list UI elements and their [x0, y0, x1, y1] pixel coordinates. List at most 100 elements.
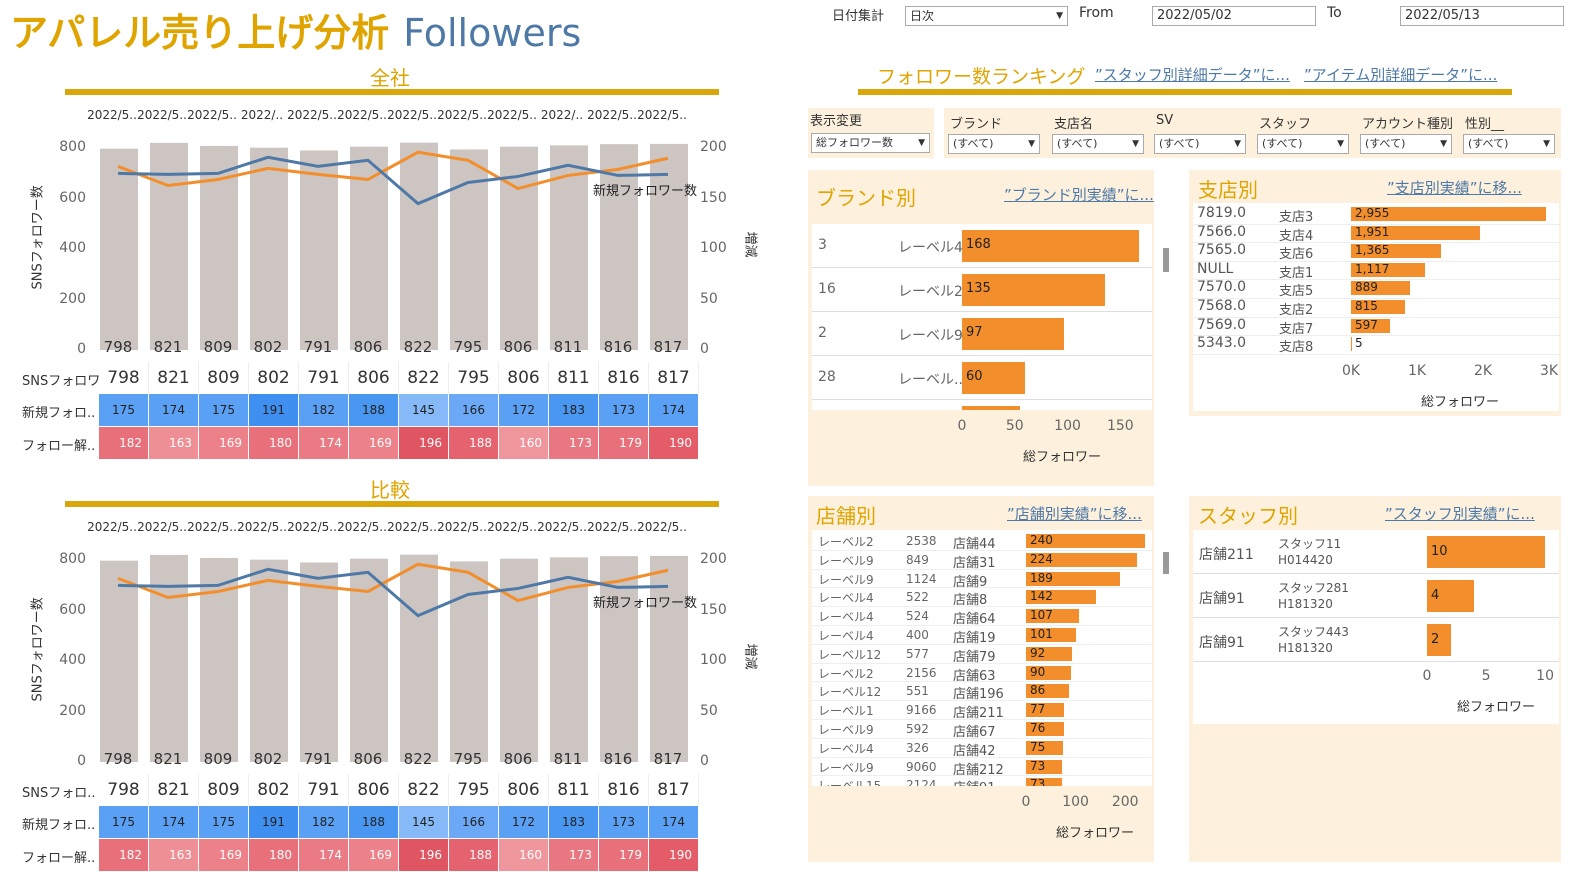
category-label: 2022/5.. [337, 108, 387, 122]
store-bar[interactable] [1026, 740, 1064, 755]
row-divider [1193, 573, 1559, 574]
store-bar[interactable] [1026, 665, 1071, 680]
new-follower-line[interactable] [117, 155, 669, 206]
from-date-input[interactable]: 2022/05/02 [1152, 6, 1316, 26]
follower-cell: 798 [99, 362, 149, 394]
store-brand: レーベル12 [818, 647, 882, 662]
row-divider [812, 719, 1152, 720]
branch-bar[interactable] [1351, 207, 1547, 221]
staff-detail-link[interactable]: ”スタッフ別詳細データ”に... [1095, 66, 1290, 84]
follower-bar[interactable] [650, 555, 688, 762]
row-divider [1193, 661, 1559, 662]
new-follower-cell: 174 [649, 394, 699, 426]
follower-bar[interactable] [400, 554, 438, 762]
brand-bar[interactable] [962, 318, 1065, 350]
follower-bar[interactable] [600, 144, 638, 350]
store-bar[interactable] [1026, 684, 1069, 699]
branch-bar[interactable] [1351, 337, 1352, 352]
branch-bar[interactable] [1351, 244, 1442, 259]
dropdown-arrow-icon: ▼ [1234, 139, 1241, 149]
brand-x-axis: 0 50 100 150 総フォロワー [808, 410, 1154, 486]
subtitle-text: Followers [403, 11, 582, 55]
filter-select[interactable]: (すべて) ▼ [948, 134, 1040, 154]
branch-panel: 支店別 ”支店別実績”に移... 7819.0 支店3 2,955 7566.0 支店4… [1189, 170, 1561, 416]
follower-bar[interactable] [300, 562, 338, 762]
row-divider [812, 681, 1152, 683]
follower-bar[interactable] [400, 142, 438, 350]
display-toggle-select[interactable]: 総フォロワー数 ▼ [811, 133, 930, 153]
bar-value-label: 806 [503, 750, 533, 768]
follower-bar[interactable] [650, 143, 688, 350]
follower-bar[interactable] [600, 556, 638, 762]
display-toggle-panel: 表示変更 総フォロワー数 ▼ [808, 108, 934, 158]
staff-link[interactable]: ”スタッフ別実績”に... [1385, 505, 1535, 523]
row-divider [812, 775, 1152, 777]
filter-select[interactable]: (すべて) ▼ [1463, 134, 1555, 154]
staff-bar[interactable] [1427, 536, 1546, 568]
new-follower-line[interactable] [117, 567, 669, 618]
filter-select[interactable]: (すべて) ▼ [1257, 134, 1349, 154]
branch-bar[interactable] [1351, 318, 1391, 333]
follower-bar[interactable] [250, 147, 288, 350]
store-bar[interactable] [1026, 534, 1146, 548]
filter-label: SV [1156, 113, 1174, 128]
to-date-input[interactable]: 2022/05/13 [1400, 6, 1564, 26]
section-title-all: 全社 [370, 66, 410, 90]
filter-select[interactable]: (すべて) ▼ [1360, 134, 1452, 154]
store-bar[interactable] [1026, 778, 1063, 786]
unfollow-cell: 180 [249, 839, 299, 871]
store-link[interactable]: ”店舗別実績”に移... [1007, 505, 1142, 523]
brand-label: レーベル9 [898, 328, 963, 344]
follower-cell: 806 [349, 774, 399, 806]
unfollow-line[interactable] [117, 562, 669, 603]
table-row-label: フォロー解.. [22, 851, 96, 866]
store-bar[interactable] [1026, 571, 1120, 586]
store-bar[interactable] [1026, 722, 1064, 736]
unfollow-line[interactable] [117, 150, 669, 191]
branch-bar-value: 1,951 [1355, 224, 1390, 239]
category-label: 2022/5.. [587, 520, 637, 534]
store-bar-value: 90 [1030, 664, 1046, 679]
brand-link[interactable]: ”ブランド別実績”に... [1004, 186, 1154, 204]
store-scrollbar[interactable] [1163, 552, 1169, 574]
follower-bar[interactable] [150, 142, 188, 350]
y2-axis-title: 増減 [742, 643, 758, 670]
table-row-label: フォロー解.. [22, 439, 96, 454]
store-bar[interactable] [1026, 590, 1097, 605]
branch-bar[interactable] [1351, 300, 1405, 314]
follower-bar[interactable] [100, 148, 138, 350]
follower-bar[interactable] [250, 559, 288, 762]
staff-bar[interactable] [1427, 580, 1475, 612]
filter-label: アカウント種別 [1362, 117, 1454, 132]
bar-value-label: 802 [253, 750, 283, 768]
date-agg-select[interactable]: 日次 ▼ [905, 6, 1068, 26]
y-tick-label: 200 [59, 702, 86, 719]
branch-code: 5343.0 [1197, 335, 1246, 352]
store-bar-value: 73 [1030, 758, 1046, 773]
category-label: 2022/5.. [187, 108, 237, 122]
follower-bar[interactable] [100, 560, 138, 762]
staff-bar[interactable] [1427, 624, 1451, 656]
branch-bar[interactable] [1351, 281, 1410, 296]
store-bar[interactable] [1026, 552, 1138, 567]
store-bar[interactable] [1026, 628, 1077, 642]
brand-bar[interactable] [962, 406, 1021, 410]
filter-select[interactable]: (すべて) ▼ [1052, 134, 1144, 154]
display-toggle-label: 表示変更 [810, 114, 863, 129]
brand-bar[interactable] [962, 230, 1140, 262]
branch-bar[interactable] [1351, 262, 1425, 277]
store-bar[interactable] [1026, 703, 1065, 718]
follower-bar[interactable] [150, 554, 188, 762]
store-bar[interactable] [1026, 646, 1072, 661]
branch-bar[interactable] [1351, 225, 1480, 240]
filter-select[interactable]: (すべて) ▼ [1154, 134, 1246, 154]
store-bar[interactable] [1026, 759, 1063, 774]
follower-bar[interactable] [300, 150, 338, 350]
brand-bar[interactable] [962, 362, 1026, 394]
unfollow-cell: 173 [549, 839, 599, 871]
branch-link[interactable]: ”支店別実績”に移... [1387, 179, 1522, 197]
brand-scrollbar[interactable] [1163, 248, 1169, 272]
store-bar[interactable] [1026, 609, 1080, 624]
item-detail-link[interactable]: ”アイテム別詳細データ”に... [1304, 66, 1498, 84]
brand-bar[interactable] [962, 274, 1105, 306]
